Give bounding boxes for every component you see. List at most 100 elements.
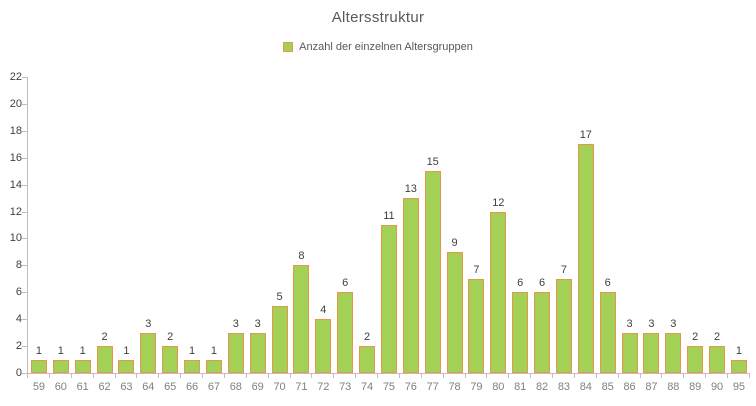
bar bbox=[315, 319, 332, 373]
x-axis-label: 85 bbox=[601, 381, 614, 393]
x-axis-label: 63 bbox=[120, 381, 133, 393]
bar bbox=[96, 346, 113, 373]
x-axis-label: 76 bbox=[404, 381, 417, 393]
x-axis-label: 77 bbox=[426, 381, 439, 393]
bar-value-label: 2 bbox=[364, 331, 371, 343]
x-axis-tick bbox=[442, 374, 444, 378]
bar bbox=[424, 171, 441, 373]
bar-column: 2 bbox=[356, 77, 378, 373]
bar-column: 12 bbox=[487, 77, 509, 373]
y-axis-tick bbox=[22, 77, 27, 78]
x-axis-label: 60 bbox=[54, 381, 67, 393]
y-axis-label: 6 bbox=[15, 286, 22, 299]
bar-value-label: 13 bbox=[404, 183, 417, 195]
bar-value-label: 2 bbox=[692, 331, 699, 343]
bar-value-label: 3 bbox=[648, 318, 655, 330]
x-axis-label: 69 bbox=[251, 381, 264, 393]
bar-value-label: 8 bbox=[298, 250, 305, 262]
bar-value-label: 6 bbox=[604, 277, 611, 289]
x-axis-label: 90 bbox=[710, 381, 724, 393]
x-axis-label: 62 bbox=[98, 381, 111, 393]
bar bbox=[359, 346, 376, 373]
bar-value-label: 3 bbox=[232, 318, 239, 330]
x-axis-label: 88 bbox=[667, 381, 680, 393]
y-axis-label: 4 bbox=[15, 313, 22, 326]
bar-column: 6 bbox=[531, 77, 553, 373]
x-axis-tick bbox=[27, 374, 28, 378]
bar-column: 1 bbox=[728, 77, 750, 373]
x-axis-label: 78 bbox=[448, 381, 461, 393]
y-axis-tick bbox=[22, 157, 27, 159]
bar-value-label: 7 bbox=[560, 264, 567, 276]
plot-area: 1 1 1 2 1 3 2 1 1 3 3 5 8 4 6 2 11 13 15 9 7 12 6 6 7 17 6 3 3 3 2 2 1 bbox=[28, 77, 750, 373]
y-axis-label: 14 bbox=[9, 178, 22, 191]
y-axis-label: 22 bbox=[9, 71, 22, 83]
bar bbox=[643, 333, 660, 373]
bar-column: 2 bbox=[706, 77, 728, 373]
bar-value-label: 1 bbox=[189, 345, 196, 357]
x-axis-label: 75 bbox=[382, 381, 396, 393]
bar bbox=[293, 265, 310, 373]
bar bbox=[271, 306, 288, 373]
x-axis-tick bbox=[552, 374, 554, 378]
bar bbox=[162, 346, 179, 373]
x-axis-tick bbox=[617, 374, 619, 378]
bar-column: 1 bbox=[181, 77, 203, 373]
x-axis-label: 72 bbox=[317, 381, 330, 393]
y-axis-tick bbox=[22, 211, 27, 213]
bar-value-label: 6 bbox=[539, 277, 546, 289]
x-axis-label: 67 bbox=[207, 381, 221, 393]
bar-column: 11 bbox=[378, 77, 400, 373]
bar-value-label: 7 bbox=[473, 264, 480, 276]
bar-value-label: 2 bbox=[101, 331, 108, 343]
x-axis-tick bbox=[420, 374, 422, 378]
bar bbox=[621, 333, 638, 373]
x-axis-tick bbox=[92, 374, 94, 378]
bar bbox=[446, 252, 463, 373]
bar-value-label: 17 bbox=[579, 129, 592, 141]
x-axis-label: 71 bbox=[295, 381, 308, 393]
bar-columns: 1 1 1 2 1 3 2 1 1 3 3 5 8 4 6 2 11 13 15 9 7 12 6 6 7 17 6 3 3 3 2 2 1 bbox=[28, 77, 750, 373]
bar-value-label: 2 bbox=[714, 331, 721, 343]
bar bbox=[249, 333, 266, 373]
x-axis-label: 64 bbox=[142, 381, 155, 393]
bar bbox=[555, 279, 572, 373]
x-axis-label: 87 bbox=[645, 381, 658, 393]
x-axis-tick bbox=[114, 374, 116, 378]
bar-value-label: 3 bbox=[254, 318, 261, 330]
x-axis-label: 61 bbox=[76, 381, 89, 393]
x-axis-tick bbox=[683, 374, 685, 378]
y-axis-label: 16 bbox=[9, 151, 22, 164]
y-axis-line bbox=[27, 77, 28, 374]
bar bbox=[534, 292, 551, 373]
legend-swatch-icon bbox=[283, 42, 294, 52]
bar-value-label: 3 bbox=[145, 318, 152, 330]
x-axis-tick bbox=[333, 374, 335, 378]
y-axis-label: 0 bbox=[15, 367, 22, 379]
bar-value-label: 11 bbox=[383, 210, 395, 222]
bar bbox=[490, 212, 507, 373]
x-axis-tick bbox=[661, 374, 663, 378]
x-axis-tick bbox=[289, 374, 291, 378]
x-axis-tick bbox=[595, 374, 597, 378]
bar-column: 6 bbox=[597, 77, 619, 373]
x-axis-label: 83 bbox=[557, 381, 571, 393]
x-axis-tick bbox=[508, 374, 510, 378]
bar-value-label: 1 bbox=[735, 345, 742, 357]
x-axis-label: 68 bbox=[229, 381, 242, 393]
chart-title: Altersstruktur bbox=[331, 9, 425, 26]
bar bbox=[599, 292, 616, 373]
x-axis-tick bbox=[70, 374, 72, 378]
bar bbox=[227, 333, 244, 373]
bar bbox=[118, 360, 135, 373]
x-axis-label: 82 bbox=[535, 381, 549, 393]
bar-column: 1 bbox=[28, 77, 50, 373]
x-axis-tick bbox=[639, 374, 641, 378]
bar-value-label: 3 bbox=[670, 318, 677, 330]
x-axis-tick bbox=[486, 374, 488, 378]
x-axis-tick bbox=[377, 374, 379, 378]
x-axis-tick bbox=[705, 374, 707, 378]
x-axis-label: 86 bbox=[623, 381, 636, 393]
bar-column: 4 bbox=[312, 77, 334, 373]
bar-value-label: 1 bbox=[57, 345, 64, 357]
